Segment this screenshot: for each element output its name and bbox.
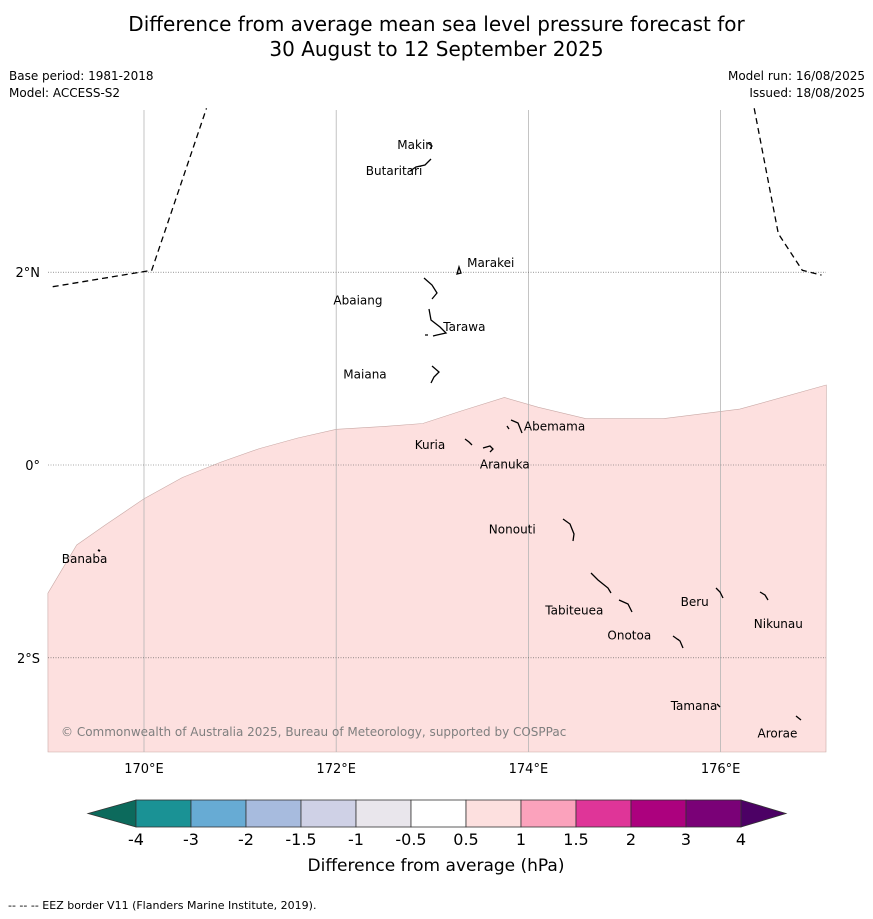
longitude-tick-label: 176°E <box>701 762 741 777</box>
atoll-marakei <box>456 264 462 275</box>
colorbar-tick-label: -3 <box>183 830 199 849</box>
atoll-makin <box>427 142 433 150</box>
atoll-nikunau <box>759 591 769 601</box>
atoll-onotoa <box>672 635 684 649</box>
base-period: Base period: 1981-2018 <box>9 69 154 83</box>
atoll-outline-layer <box>97 142 802 721</box>
place-label-tamana: Tamana <box>670 699 718 713</box>
place-label-onotoa: Onotoa <box>607 629 651 643</box>
eez-border-line <box>753 108 822 276</box>
longitude-tick-label: 172°E <box>316 762 356 777</box>
place-label-kuria: Kuria <box>415 438 446 452</box>
anomaly-region-0-5-to-1 <box>47 384 827 753</box>
eez-border-line <box>52 108 208 288</box>
atoll-arorae <box>795 715 802 721</box>
colorbar-segment <box>355 799 412 828</box>
anomaly-fill-layer <box>47 384 827 753</box>
meta-left: Base period: 1981-2018 Model: ACCESS-S2 <box>9 68 154 102</box>
atoll-tarawa <box>425 308 448 337</box>
copyright-notice: © Commonwealth of Australia 2025, Bureau… <box>61 725 566 739</box>
latitude-tick-label: 0° <box>25 459 40 474</box>
colorbar-segment <box>685 799 742 828</box>
colorbar: -4 -3 -2 -1.5 -1 -0.5 0.5 1 1.5 2 3 4 <box>86 799 788 849</box>
colorbar-segment <box>575 799 632 828</box>
place-label-maiana: Maiana <box>343 367 386 381</box>
place-label-abemama: Abemama <box>524 419 585 433</box>
colorbar-segment <box>245 799 302 828</box>
atoll-tamana <box>716 703 721 708</box>
colorbar-segment <box>135 799 192 828</box>
colorbar-segment <box>520 799 577 828</box>
atoll-aranuka <box>482 445 494 453</box>
eez-legend-note: -- -- -- EEZ border V11 (Flanders Marine… <box>8 899 317 912</box>
colorbar-extend-low <box>86 799 137 828</box>
atoll-tabiteuea <box>590 572 633 613</box>
atoll-butaritari <box>409 158 432 172</box>
colorbar-segment <box>410 799 467 828</box>
colorbar-tick-label: 4 <box>736 830 746 849</box>
axis-tick-label-layer: 170°E 172°E 174°E 176°E 2°N 0° 2°S <box>16 266 741 777</box>
atoll-abemama <box>506 419 523 434</box>
latitude-tick-label: 2°N <box>16 266 41 281</box>
longitude-tick-label: 174°E <box>509 762 549 777</box>
colorbar-tick-label: 2 <box>626 830 636 849</box>
colorbar-segment <box>300 799 357 828</box>
chart-title: Difference from average mean sea level p… <box>0 12 873 62</box>
colorbar-tick-label: 3 <box>681 830 691 849</box>
colorbar-tick-label: -1.5 <box>285 830 316 849</box>
place-label-tarawa: Tarawa <box>442 320 485 334</box>
colorbar-tick-label: -2 <box>238 830 254 849</box>
place-label-arorae: Arorae <box>758 727 798 741</box>
graticule-layer <box>48 110 826 752</box>
longitude-tick-label: 170°E <box>124 762 164 777</box>
colorbar-tick-label: -1 <box>348 830 364 849</box>
atoll-kuria <box>464 438 473 446</box>
place-label-nikunau: Nikunau <box>754 617 803 631</box>
model-run: Model run: 16/08/2025 <box>727 69 865 83</box>
place-label-nonouti: Nonouti <box>489 523 536 537</box>
colorbar-tick-label: 1 <box>516 830 526 849</box>
colorbar-tick-label: -0.5 <box>395 830 426 849</box>
atoll-nonouti <box>562 518 575 542</box>
colorbar-tick-label: -4 <box>128 830 144 849</box>
colorbar-tick-label: 0.5 <box>453 830 478 849</box>
issued-date: Issued: 18/08/2025 <box>749 86 865 100</box>
place-label-layer: Makin Butaritari Marakei Abaiang Tarawa Maian… <box>62 138 803 741</box>
title-line-1: Difference from average mean sea level p… <box>128 12 745 36</box>
title-line-2: 30 August to 12 September 2025 <box>269 37 604 61</box>
place-label-tabiteuea: Tabiteuea <box>544 603 603 617</box>
atoll-maiana <box>430 365 440 384</box>
colorbar-segment <box>465 799 522 828</box>
atoll-abaiang <box>423 277 438 300</box>
colorbar-extend-high <box>740 799 788 828</box>
place-label-makin: Makin <box>397 138 433 152</box>
place-label-beru: Beru <box>681 595 709 609</box>
colorbar-segment <box>190 799 247 828</box>
model-name: Model: ACCESS-S2 <box>9 86 121 100</box>
latitude-tick-label: 2°S <box>17 652 40 667</box>
place-label-banaba: Banaba <box>62 552 108 566</box>
colorbar-segment <box>630 799 687 828</box>
place-label-abaiang: Abaiang <box>333 294 382 308</box>
atoll-banaba <box>97 549 101 552</box>
colorbar-label: Difference from average (hPa) <box>308 856 565 876</box>
colorbar-tick-label: 1.5 <box>563 830 588 849</box>
eez-border-layer <box>52 108 822 288</box>
place-label-butaritari: Butaritari <box>366 164 423 178</box>
atoll-beru <box>715 587 724 599</box>
meta-right: Model run: 16/08/2025 Issued: 18/08/2025 <box>728 68 865 102</box>
place-label-marakei: Marakei <box>467 256 514 270</box>
place-label-aranuka: Aranuka <box>480 458 530 472</box>
